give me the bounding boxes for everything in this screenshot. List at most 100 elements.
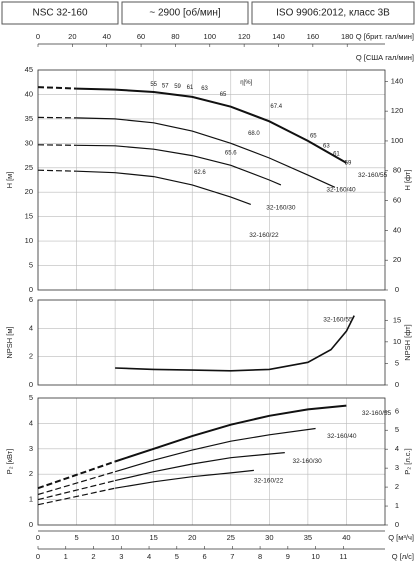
y-tick-label: 4 <box>29 323 33 332</box>
y-tick-label: 5 <box>29 393 33 402</box>
y-axis-label: NPSH [м] <box>5 326 14 358</box>
y-tick-label: 1 <box>29 495 33 504</box>
curve <box>115 315 355 372</box>
top-tick-label: 180 <box>341 32 354 41</box>
efficiency-label: 61 <box>187 85 194 91</box>
top-axis-label: Q [брит. гал/мин] <box>356 32 414 41</box>
x-axis-label: Q [м³/ч] <box>388 533 414 542</box>
plot-frame <box>37 397 386 526</box>
bottom-tick-label: 7 <box>230 552 234 561</box>
curve <box>76 117 336 188</box>
efficiency-label: 63 <box>323 143 330 149</box>
y-tick-label: 15 <box>25 212 33 221</box>
curve <box>114 452 285 482</box>
top-tick-label: 140 <box>272 32 285 41</box>
y-tick-label: 20 <box>25 187 33 196</box>
efficiency-label: 63 <box>201 86 208 92</box>
efficiency-label: η[%] <box>240 80 252 86</box>
y2-axis-label: P₂ [л.с.] <box>403 448 412 474</box>
y-tick-label: 0 <box>29 520 33 529</box>
y2-tick-label: 10 <box>393 337 401 346</box>
y2-tick-label: 4 <box>395 444 399 453</box>
y-tick-label: 25 <box>25 163 33 172</box>
y-axis-label: P₂ [кВт] <box>5 449 14 475</box>
top-tick-label: 120 <box>238 32 251 41</box>
speed: ~ 2900 [об/мин] <box>149 7 220 19</box>
curve-label: 32-160/55 <box>362 410 392 417</box>
header-box <box>251 1 415 25</box>
x-tick-label: 40 <box>342 533 350 542</box>
top-tick-label: 40 <box>103 32 111 41</box>
bottom-axis-label: Q [л/с] <box>392 552 414 561</box>
curve-label: 32-160/40 <box>326 186 356 193</box>
efficiency-label: 65.6 <box>225 151 237 157</box>
model: NSC 32-160 <box>32 8 87 19</box>
efficiency-label: 59 <box>345 160 352 166</box>
curve <box>37 144 77 146</box>
curve-label: 32-160/22 <box>254 477 284 484</box>
efficiency-label: 67.4 <box>270 104 282 110</box>
x-tick-label: 0 <box>36 533 40 542</box>
y2-tick-label: 15 <box>393 315 401 324</box>
x-tick-label: 30 <box>265 533 273 542</box>
efficiency-label: 68.0 <box>248 131 260 137</box>
plot-frame <box>37 299 386 386</box>
header-box <box>1 1 119 25</box>
y-tick-label: 40 <box>25 89 33 98</box>
y2-tick-label: 100 <box>391 136 404 145</box>
curve-label: 32-160/30 <box>266 205 296 212</box>
y-tick-label: 10 <box>25 236 33 245</box>
curve <box>114 404 347 463</box>
y-tick-label: 3 <box>29 444 33 453</box>
top-tick-label: 80 <box>171 32 179 41</box>
top-tick-label: 20 <box>68 32 76 41</box>
curve <box>76 170 252 205</box>
efficiency-label: 61 <box>333 152 340 158</box>
x-tick-label: 10 <box>111 533 119 542</box>
bottom-tick-label: 2 <box>91 552 95 561</box>
curve <box>76 144 282 186</box>
curve <box>37 460 116 490</box>
y2-tick-label: 60 <box>393 196 401 205</box>
curve <box>37 116 77 119</box>
top-axis-label2: Q [США гал/мин] <box>356 53 414 62</box>
top-tick-label: 160 <box>307 32 320 41</box>
bottom-tick-label: 0 <box>36 552 40 561</box>
plot-frame <box>37 69 386 291</box>
y2-tick-label: 6 <box>395 406 399 415</box>
bottom-tick-label: 10 <box>311 552 319 561</box>
curve-label: 32-160/22 <box>249 232 279 239</box>
curve-label: 32-160/55 <box>358 172 388 179</box>
y2-tick-label: 120 <box>391 106 404 115</box>
y-tick-label: 30 <box>25 138 33 147</box>
y2-tick-label: 0 <box>395 380 399 389</box>
curve-label: 32-160/30 <box>292 458 322 465</box>
x-tick-label: 5 <box>74 533 78 542</box>
x-tick-label: 25 <box>227 533 235 542</box>
y-tick-label: 0 <box>29 380 33 389</box>
y2-axis-label: NPSH [фт] <box>403 324 412 361</box>
curve-label: 32-160/40 <box>327 433 357 440</box>
y2-tick-label: 40 <box>393 225 401 234</box>
efficiency-label: 62.6 <box>194 170 206 176</box>
y2-tick-label: 2 <box>395 482 399 491</box>
curve <box>37 169 77 172</box>
y2-tick-label: 0 <box>395 520 399 529</box>
curve <box>37 471 116 496</box>
y-tick-label: 0 <box>29 285 33 294</box>
bottom-tick-label: 6 <box>202 552 206 561</box>
y-tick-label: 5 <box>29 261 33 270</box>
y2-tick-label: 0 <box>395 285 399 294</box>
y2-tick-label: 5 <box>395 425 399 434</box>
curve <box>114 427 316 473</box>
y2-tick-label: 140 <box>391 76 404 85</box>
y2-tick-label: 20 <box>393 255 401 264</box>
x-tick-label: 15 <box>149 533 157 542</box>
y2-tick-label: 1 <box>395 501 399 510</box>
top-tick-label: 100 <box>204 32 217 41</box>
top-tick-label: 60 <box>137 32 145 41</box>
x-tick-label: 20 <box>188 533 196 542</box>
y2-tick-label: 5 <box>395 358 399 367</box>
curve <box>37 487 116 506</box>
